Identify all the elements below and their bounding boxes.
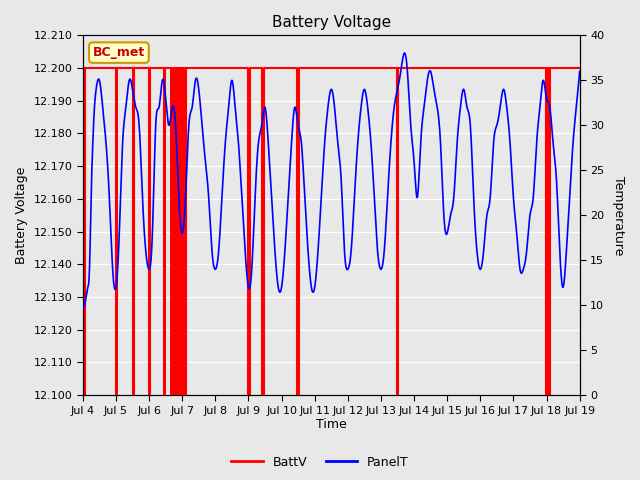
Title: Battery Voltage: Battery Voltage <box>271 15 391 30</box>
Y-axis label: Battery Voltage: Battery Voltage <box>15 167 28 264</box>
X-axis label: Time: Time <box>316 419 347 432</box>
Y-axis label: Temperature: Temperature <box>612 176 625 255</box>
Legend: BattV, PanelT: BattV, PanelT <box>227 451 413 474</box>
Text: BC_met: BC_met <box>93 46 145 59</box>
